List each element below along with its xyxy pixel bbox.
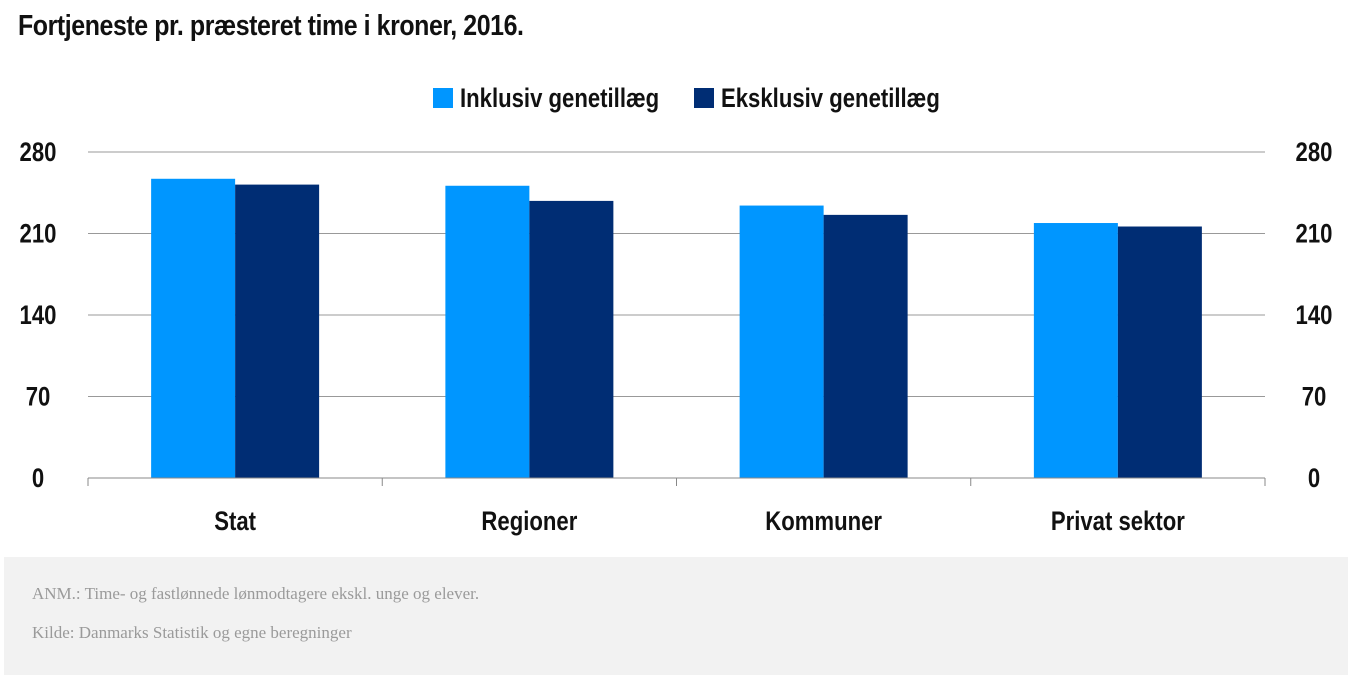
legend-label: Eksklusiv genetillæg xyxy=(721,84,940,114)
y-tick-label-left: 210 xyxy=(20,220,57,250)
bar xyxy=(151,178,236,478)
x-tick-label: Privat sektor xyxy=(1051,507,1185,537)
bar xyxy=(445,185,530,478)
y-tick-label-left: 70 xyxy=(26,383,51,413)
y-tick-label-left: 0 xyxy=(32,464,44,494)
bar xyxy=(739,205,824,479)
bar xyxy=(529,200,614,478)
x-axis: Stat Regioner Kommuner Privat sektor xyxy=(87,477,1266,537)
legend-swatch xyxy=(433,88,453,108)
y-tick-label-right: 70 xyxy=(1302,383,1327,413)
note-source: Kilde: Danmarks Statistik og egne beregn… xyxy=(32,623,352,642)
bar-chart: Inklusiv genetillæg Eksklusiv genetillæg … xyxy=(20,84,1333,537)
y-tick-label-right: 0 xyxy=(1308,464,1320,494)
x-tick-label: Stat xyxy=(214,507,256,537)
y-tick-label-left: 280 xyxy=(20,138,57,168)
bars xyxy=(151,178,1202,479)
y-tick-label-right: 210 xyxy=(1296,220,1333,250)
y-axis-left: 0 70 140 210 280 xyxy=(20,138,57,494)
chart-legend: Inklusiv genetillæg Eksklusiv genetillæg xyxy=(433,84,940,114)
bar xyxy=(823,214,908,478)
legend-label: Inklusiv genetillæg xyxy=(460,84,659,114)
chart-title: Fortjeneste pr. præsteret time i kroner,… xyxy=(18,10,524,42)
y-tick-label-right: 140 xyxy=(1296,301,1333,331)
bar xyxy=(1033,223,1118,478)
note-anm: ANM.: Time- og fastlønnede lønmodtagere … xyxy=(32,584,480,603)
bar xyxy=(1117,226,1202,478)
y-axis-right: 0 70 140 210 280 xyxy=(1296,138,1333,494)
bar xyxy=(235,184,320,478)
legend-swatch xyxy=(694,88,714,108)
y-tick-label-left: 140 xyxy=(20,301,57,331)
y-tick-label-right: 280 xyxy=(1296,138,1333,168)
x-tick-label: Regioner xyxy=(481,507,577,537)
x-tick-label: Kommuner xyxy=(765,507,882,537)
notes-box: ANM.: Time- og fastlønnede lønmodtagere … xyxy=(4,557,1348,675)
